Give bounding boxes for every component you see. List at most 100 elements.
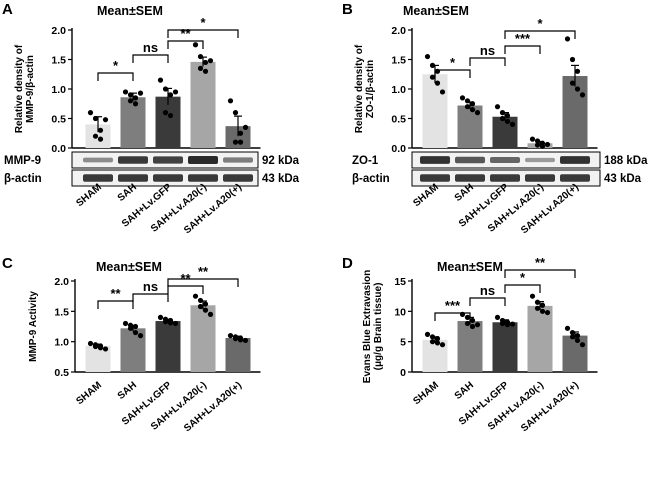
data-point [474, 110, 481, 116]
data-point [569, 80, 576, 86]
y-tick-label: 0.0 [51, 143, 66, 155]
y-tick-label: 1.5 [54, 306, 69, 318]
data-point [574, 86, 581, 92]
blot-band [420, 174, 450, 182]
data-point [197, 303, 204, 310]
data-point [242, 337, 249, 344]
blot-band [223, 157, 253, 163]
data-point [494, 104, 501, 110]
significance-bracket [132, 54, 169, 63]
data-point [242, 124, 249, 130]
panel-label: D [342, 255, 353, 272]
data-point [132, 101, 139, 107]
x-tick-label: SAH [453, 380, 476, 402]
significance-label: * [200, 15, 206, 30]
significance-label: * [450, 55, 456, 70]
data-point [237, 337, 244, 343]
chart-title: Mean±SEM [97, 4, 163, 18]
y-tick-label: 1.0 [391, 84, 406, 96]
panel-a: A Mean±SEM Relative density ofMMP-9/β-acti… [2, 1, 300, 236]
data-point [509, 321, 516, 327]
data-point [574, 333, 581, 339]
blot-band [420, 156, 450, 164]
significance-label: ns [143, 40, 158, 55]
significance-bracket [469, 57, 506, 66]
data-point [579, 92, 586, 98]
data-point [227, 98, 234, 104]
data-point [87, 340, 94, 347]
bar-sah-lv-a20- [562, 76, 588, 148]
significance-bracket [434, 312, 471, 321]
data-point [132, 95, 139, 101]
data-point [232, 139, 239, 145]
y-axis-label-line: MMP-9/β-actin [25, 55, 36, 123]
blot-size-label: 43 kDa [262, 173, 300, 185]
data-point [202, 307, 209, 313]
blot-protein-label: MMP-9 [4, 155, 41, 167]
data-point [504, 112, 511, 119]
data-point [87, 110, 94, 116]
data-point [127, 325, 134, 331]
significance-bracket [504, 284, 541, 293]
data-point [464, 104, 471, 110]
blot-band [83, 157, 113, 163]
data-point [434, 80, 441, 86]
data-point [499, 110, 506, 116]
data-point [499, 320, 506, 327]
data-point [127, 92, 134, 98]
data-point [162, 319, 169, 325]
panel-label: B [342, 1, 353, 18]
blot-band [153, 174, 183, 182]
data-point [469, 317, 476, 324]
data-point [574, 68, 581, 74]
blot-band [118, 174, 148, 182]
blot-protein-label: β-actin [4, 173, 42, 185]
data-point [574, 337, 581, 344]
data-point [464, 314, 471, 320]
bar-sah-lv-a20- [527, 305, 553, 372]
data-point [227, 333, 234, 339]
data-point [544, 141, 551, 148]
blot-band [490, 157, 520, 163]
data-point [192, 42, 199, 48]
y-axis-label: Relative density ofMMP-9/β-actin [14, 44, 36, 133]
panel-b: B Mean±SEM Relative density ofZO-1/β-actin… [342, 1, 648, 236]
y-tick-label: 0.5 [54, 367, 69, 379]
blot-band [525, 157, 555, 163]
significance-label: ns [480, 43, 495, 58]
y-axis-label-line: Relative density of [14, 44, 25, 133]
y-axis-label: MMP-9 Activity [28, 291, 39, 362]
significance-bracket [167, 29, 239, 38]
data-point [132, 323, 139, 330]
data-point [202, 68, 209, 74]
data-point [439, 89, 446, 95]
data-point [434, 340, 441, 346]
blot-size-label: 43 kDa [604, 173, 642, 185]
data-point [122, 89, 129, 95]
data-point [529, 293, 536, 299]
significance-label: *** [445, 298, 461, 313]
x-tick-label: SHAM [74, 380, 104, 407]
blot-protein-label: ZO-1 [352, 155, 379, 167]
data-point [192, 293, 199, 299]
bar-sah-lv-a20- [225, 338, 251, 372]
y-axis-label-line: Evans Blue Extravasion [362, 270, 373, 383]
data-point [544, 309, 551, 316]
y-axis-label-line: ZO-1/β-actin [365, 60, 376, 118]
data-point [92, 133, 99, 139]
y-tick-label: 1.0 [54, 337, 69, 349]
y-tick-label: 0.5 [391, 114, 406, 126]
y-tick-label: 0.0 [391, 143, 406, 155]
data-point [232, 336, 239, 342]
data-point [569, 329, 576, 336]
bar-sah-lv-a20- [190, 61, 216, 148]
panel-label: A [2, 1, 13, 18]
significance-bracket [132, 293, 169, 302]
blot-band [560, 174, 590, 182]
data-point [424, 331, 431, 337]
y-axis-label-line: (μg/g Brain tissue) [373, 283, 384, 371]
data-point [172, 320, 179, 327]
data-point [509, 121, 516, 127]
y-tick-label: 1.5 [51, 55, 66, 67]
